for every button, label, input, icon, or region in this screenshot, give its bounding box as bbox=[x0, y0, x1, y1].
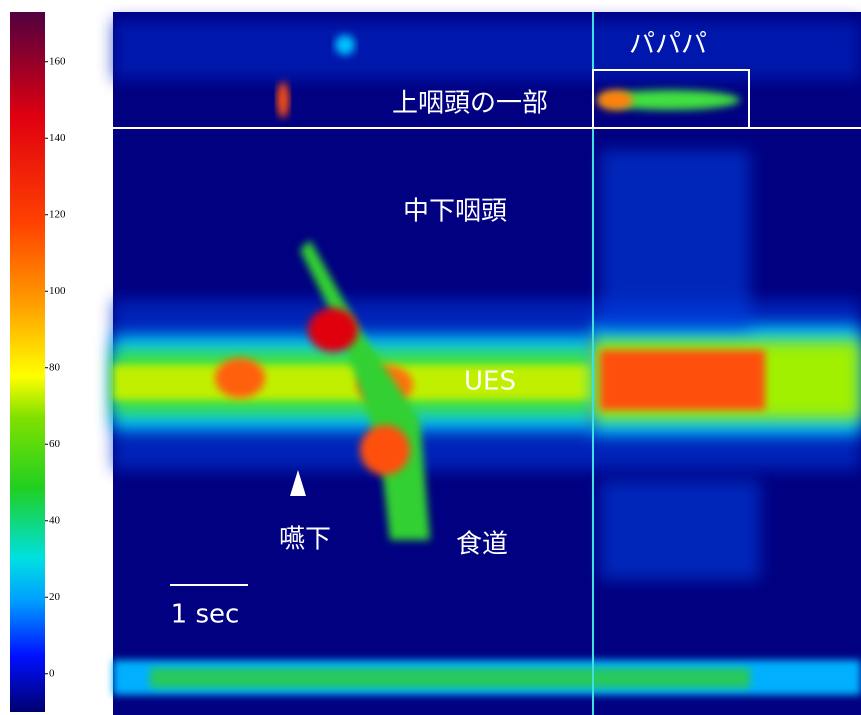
scale-bar-label: 1 sec bbox=[171, 600, 240, 630]
tick-label: 0 bbox=[49, 667, 55, 679]
tick-label: 100 bbox=[49, 285, 66, 297]
tick-label: 20 bbox=[49, 591, 61, 603]
figure: 0 20 40 60 80 100 120 140 160 パパパ 上咽頭の一部 中下咽頭 UE… bbox=[0, 0, 861, 715]
annotation: パパパ bbox=[629, 30, 707, 60]
tick-label: 160 bbox=[49, 55, 66, 67]
colorbar bbox=[10, 12, 45, 712]
tick-label: 120 bbox=[49, 208, 66, 220]
colorbar-ticks: 0 20 40 60 80 100 120 140 160 bbox=[45, 55, 66, 679]
tick-label: 60 bbox=[49, 438, 61, 450]
tick-label: 140 bbox=[49, 132, 66, 144]
annotation: 中下咽頭 bbox=[403, 197, 507, 227]
annotation: 上咽頭の一部 bbox=[392, 89, 548, 119]
annotation: 嚥下 bbox=[279, 525, 331, 555]
tick-label: 40 bbox=[49, 514, 61, 526]
annotation: UES bbox=[464, 367, 516, 397]
tick-label: 80 bbox=[49, 361, 61, 373]
annotation: 食道 bbox=[456, 530, 508, 560]
